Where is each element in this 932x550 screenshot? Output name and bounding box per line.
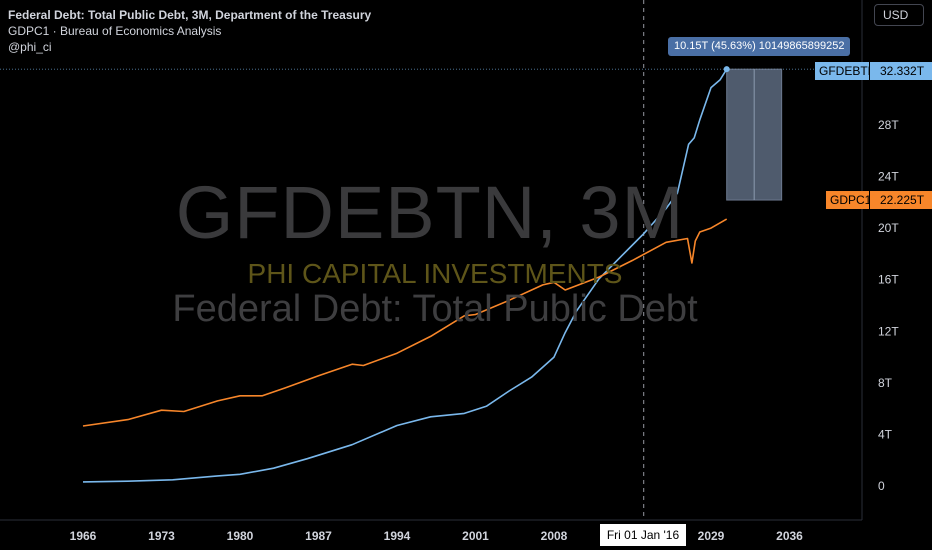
gdpc1-value-tag: 22.225T (870, 191, 932, 209)
crosshair-date-label: Fri 01 Jan '16 (600, 524, 686, 546)
watermark-brand: PHI CAPITAL INVESTMENTS (247, 258, 623, 289)
gdpc1-name-tag: GDPC1 (826, 191, 871, 209)
chart-subtitle: GDPC1 · Bureau of Economics Analysis (8, 24, 222, 38)
y-tick-label: 24T (878, 170, 899, 184)
x-tick-label: 2001 (462, 529, 489, 543)
series-line-gdpc1[interactable] (82, 218, 728, 427)
chart-title: Federal Debt: Total Public Debt, 3M, Dep… (8, 8, 372, 22)
y-tick-label: 16T (878, 273, 899, 287)
y-tick-label: 12T (878, 324, 899, 338)
x-tick-label: 1994 (384, 529, 411, 543)
y-tick-label: 8T (878, 376, 893, 390)
x-tick-label: 1973 (148, 529, 175, 543)
watermark-symbol: GFDEBTN, 3M (175, 171, 685, 254)
chart-author: @phi_ci (8, 40, 52, 54)
x-tick-label: 2008 (541, 529, 568, 543)
x-tick-label: 1980 (227, 529, 254, 543)
series-line-gfdebtn[interactable] (82, 68, 728, 483)
watermark-description: Federal Debt: Total Public Debt (172, 288, 698, 330)
y-tick-label: 0 (878, 479, 885, 493)
x-tick-label: 1987 (305, 529, 332, 543)
y-tick-label: 20T (878, 221, 899, 235)
currency-button[interactable]: USD (874, 4, 924, 26)
y-tick-label: 4T (878, 427, 893, 441)
x-tick-label: 1966 (70, 529, 97, 543)
gfdebtn-name-tag: GFDEBTN (815, 62, 876, 80)
gfdebtn-last-point (723, 66, 730, 73)
x-tick-label: 2029 (698, 529, 725, 543)
gfdebtn-value-tag: 32.332T (870, 62, 932, 80)
measure-tooltip: 10.15T (45.63%) 10149865899252 (668, 37, 851, 56)
y-tick-label: 28T (878, 118, 899, 132)
x-tick-label: 2036 (776, 529, 803, 543)
